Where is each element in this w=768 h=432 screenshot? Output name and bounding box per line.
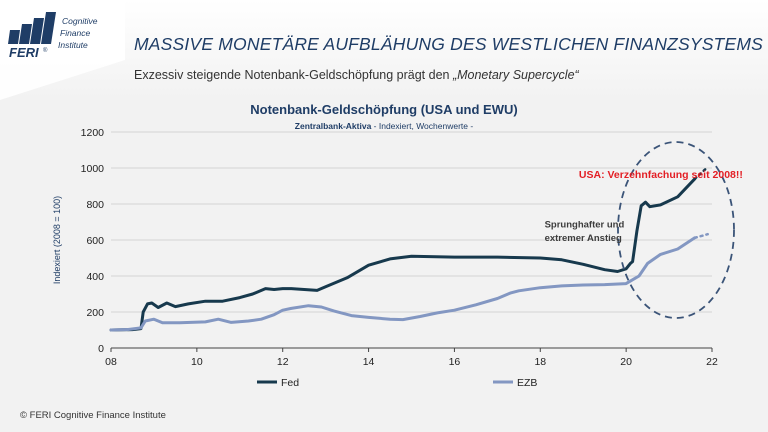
y-tick-label-4: 800 xyxy=(86,199,104,211)
logo-line-1: Cognitive xyxy=(62,16,98,26)
logo-bars-icon: FERI ® Cognitive Finance Institute xyxy=(8,12,98,60)
y-tick-label-5: 1000 xyxy=(81,163,105,175)
y-tick-label-6: 1200 xyxy=(81,127,105,139)
x-tick-label-4: 16 xyxy=(449,356,461,368)
annotation-2: extremer Anstieg xyxy=(545,233,622,244)
header-band xyxy=(0,0,768,100)
x-tick-label-2: 12 xyxy=(277,356,289,368)
y-tick-label-3: 600 xyxy=(86,235,104,247)
series-projection-fed xyxy=(693,165,709,181)
x-tick-label-1: 10 xyxy=(191,356,203,368)
annotation-1: Sprunghafter und xyxy=(545,219,625,230)
x-tick-label-7: 22 xyxy=(706,356,718,368)
chart-subtitle: Zentralbank-Aktiva - Indexiert, Wochenwe… xyxy=(0,121,768,131)
highlight-ellipse xyxy=(617,141,735,319)
x-tick-label-3: 14 xyxy=(363,356,375,368)
x-tick-label-5: 18 xyxy=(534,356,546,368)
chart-subtitle-main: Zentralbank-Aktiva xyxy=(294,121,372,131)
slide-title: MASSIVE MONETÄRE AUFBLÄHUNG DES WESTLICH… xyxy=(134,34,763,54)
footer-copyright: © FERI Cognitive Finance Institute xyxy=(20,410,166,421)
logo-line-3: Institute xyxy=(58,40,88,50)
y-tick-label-0: 0 xyxy=(98,343,104,355)
slide-subtitle: Exzessiv steigende Notenbank-Geldschöpfu… xyxy=(134,68,579,82)
logo-brand: FERI xyxy=(9,45,39,60)
x-tick-label-0: 08 xyxy=(105,356,117,368)
slide-subtitle-main: Exzessiv steigende Notenbank-Geldschöpfu… xyxy=(134,68,453,82)
chart-title: Notenbank-Geldschöpfung (USA und EWU) xyxy=(250,102,518,117)
legend-label-fed: Fed xyxy=(281,377,299,389)
y-axis-label: Indexiert (2008 = 100) xyxy=(52,196,62,284)
y-tick-label-2: 400 xyxy=(86,271,104,283)
legend-label-ezb: EZB xyxy=(517,377,537,389)
series-line-fed xyxy=(109,177,697,332)
annotation-0: USA: Verzehnfachung seit 2008!! xyxy=(579,169,743,181)
x-tick-label-6: 20 xyxy=(620,356,632,368)
chart-subtitle-detail: - Indexiert, Wochenwerte - xyxy=(371,121,474,131)
series-line-ezb xyxy=(109,236,697,332)
slide-subtitle-emphasis: „Monetary Supercycle“ xyxy=(452,68,579,82)
series-projection-ezb xyxy=(693,232,709,240)
y-tick-label-1: 200 xyxy=(86,307,104,319)
logo-line-2: Finance xyxy=(60,28,91,38)
logo-registered: ® xyxy=(43,47,48,54)
feri-logo: FERI ® Cognitive Finance Institute xyxy=(6,8,121,66)
